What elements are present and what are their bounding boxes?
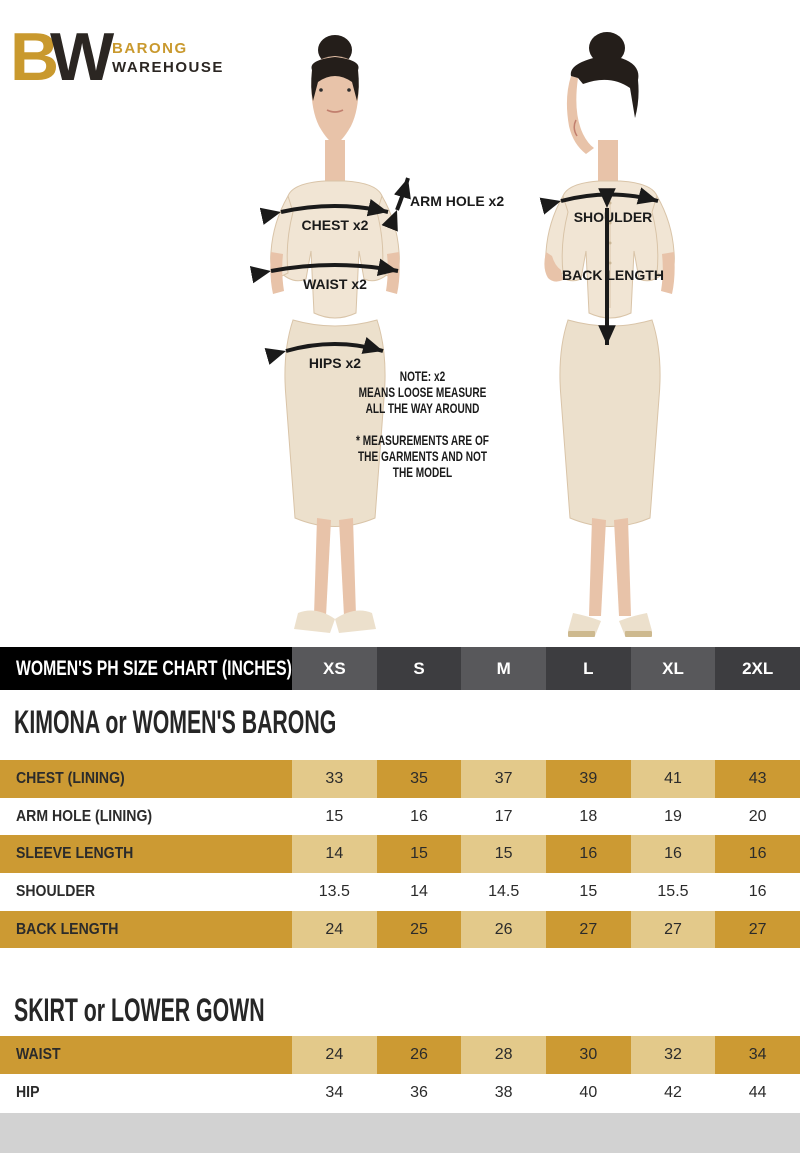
svg-text:SHOULDER: SHOULDER	[574, 209, 653, 225]
svg-text:W: W	[50, 22, 115, 92]
svg-text:BACK LENGTH: BACK LENGTH	[562, 267, 664, 283]
